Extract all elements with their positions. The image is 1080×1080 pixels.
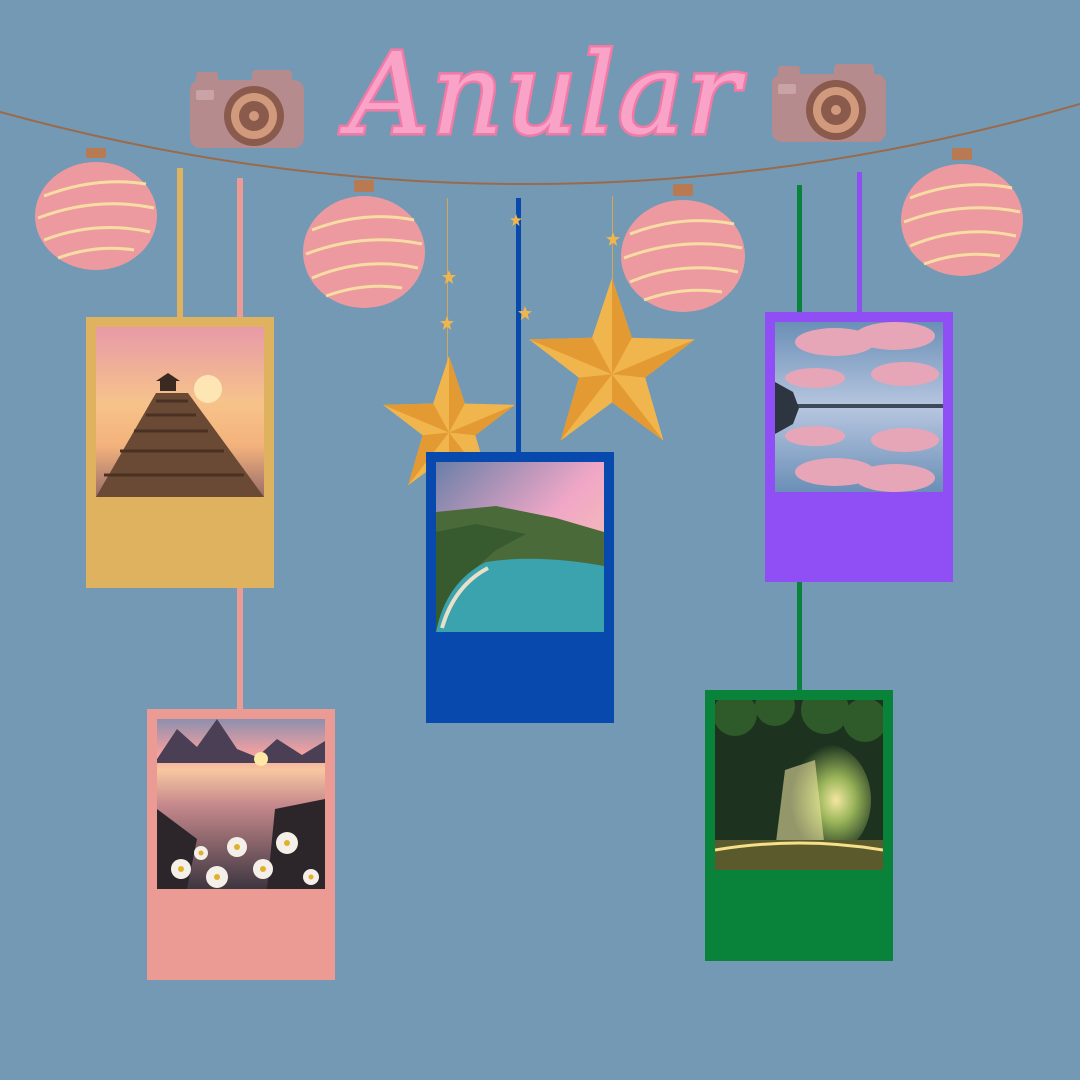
camera-icon	[770, 60, 888, 144]
small-star-icon	[440, 316, 454, 330]
forest-cave-photo	[715, 700, 883, 870]
garland-string	[0, 103, 1080, 185]
small-star-icon	[510, 214, 522, 226]
cloud-reflection-photo	[775, 322, 943, 492]
small-star-icon	[442, 270, 456, 284]
polaroid-frame-purple	[765, 312, 953, 582]
paper-lantern-icon	[900, 146, 1024, 276]
paper-lantern-icon	[34, 146, 158, 270]
small-star-icon	[606, 232, 620, 246]
sunset-pier-photo	[96, 327, 264, 497]
star-thread-left	[447, 198, 448, 368]
string-purple	[857, 172, 862, 314]
string-blue	[516, 198, 521, 454]
string-yellow	[177, 168, 183, 320]
polaroid-frame-green	[705, 690, 893, 961]
polaroid-frame-pink	[147, 709, 335, 980]
paper-lantern-icon	[302, 178, 426, 308]
hanging-star-icon	[526, 278, 698, 444]
polaroid-frame-blue	[426, 452, 614, 723]
camera-icon	[188, 66, 306, 150]
seaside-daisies-photo	[157, 719, 325, 889]
page-title: Anular	[346, 28, 742, 163]
coastal-cliff-photo	[436, 462, 604, 632]
polaroid-frame-yellow	[86, 317, 274, 588]
small-star-icon	[518, 306, 532, 320]
paper-lantern-icon	[620, 182, 745, 312]
